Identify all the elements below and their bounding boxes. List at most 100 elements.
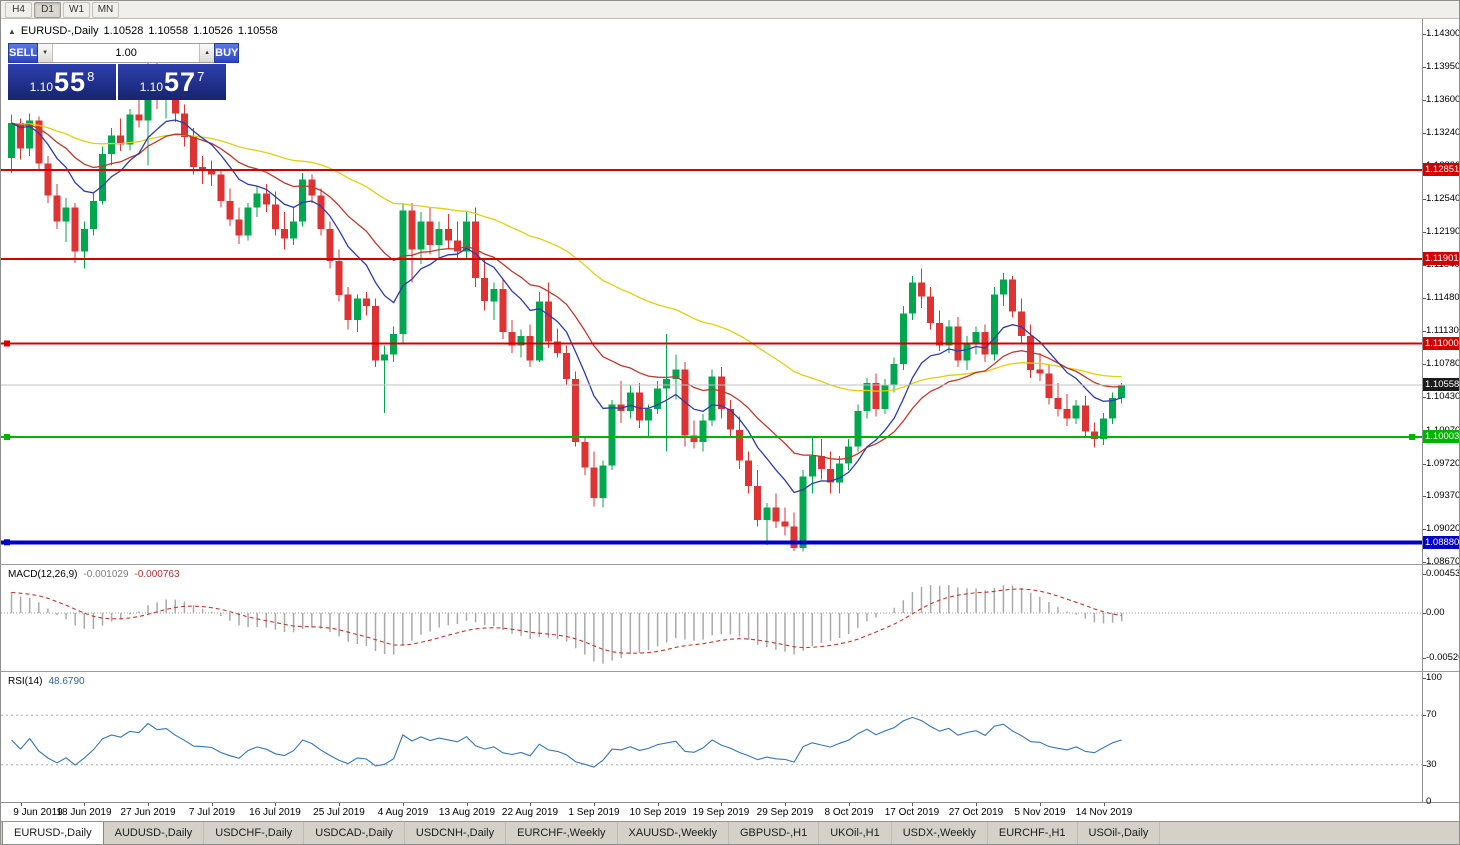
buy-price-prefix: 1.10 <box>139 79 164 94</box>
trade-panel-collapse-icon[interactable]: ▲ <box>8 26 16 36</box>
date-axis-tick <box>976 803 977 806</box>
chart-tab-eurchf-h1[interactable]: EURCHF-,H1 <box>988 822 1078 844</box>
chart-tab-usdchf-daily[interactable]: USDCHF-,Daily <box>204 822 305 844</box>
chart-tab-ukoil-h1[interactable]: UKOil-,H1 <box>819 822 892 844</box>
macd-main-value: -0.001029 <box>83 569 129 580</box>
date-axis-label: 5 Nov 2019 <box>1014 807 1066 818</box>
date-axis-tick <box>148 803 149 806</box>
price-axis-label: 1.11130 <box>1426 325 1459 336</box>
date-axis-tick <box>21 803 22 806</box>
chart-symbol-label: EURUSD-,Daily <box>20 25 99 37</box>
support-green-left-handle[interactable] <box>4 433 10 440</box>
resistance-3-left-handle[interactable] <box>4 340 10 347</box>
price-axis-label: 1.10780 <box>1426 358 1460 369</box>
price-axis-tick <box>1423 67 1426 68</box>
ohlc-high-value: 1.10558 <box>148 25 189 37</box>
chart-tab-audusd-daily[interactable]: AUDUSD-,Daily <box>104 822 205 844</box>
price-axis-tick <box>1423 265 1426 266</box>
buy-button[interactable]: BUY <box>214 43 240 63</box>
date-axis-label: 18 Jun 2019 <box>56 807 112 818</box>
resistance-1-price-tag[interactable]: 1.12851 <box>1423 163 1459 176</box>
volume-input[interactable] <box>53 44 200 62</box>
date-axis-tick <box>212 803 213 806</box>
date-axis-label: 13 Aug 2019 <box>438 807 496 818</box>
date-axis-tick <box>339 803 340 806</box>
timeframe-button-h4[interactable]: H4 <box>5 1 32 18</box>
current-price-tag[interactable]: 1.10558 <box>1423 378 1459 391</box>
rsi-line <box>11 716 1122 768</box>
price-axis-label: 1.08670 <box>1426 556 1460 567</box>
price-axis-tick <box>1423 232 1426 233</box>
price-axis-tick <box>1423 562 1426 563</box>
macd-indicator-canvas[interactable] <box>1 565 1422 671</box>
date-axis-tick <box>1104 803 1105 806</box>
support-green-price-tag[interactable]: 1.10003 <box>1423 430 1459 443</box>
volume-spinner: ▼ ▲ <box>38 43 215 63</box>
chart-tab-usdx-weekly[interactable]: USDX-,Weekly <box>892 822 988 844</box>
price-axis-label: 1.09020 <box>1426 523 1460 534</box>
macd-axis-label: 0.004536 <box>1426 568 1460 579</box>
rsi-title-text: RSI(14) <box>8 676 43 687</box>
timeframe-button-w1[interactable]: W1 <box>63 1 90 18</box>
chart-tab-eurusd-daily[interactable]: EURUSD-,Daily <box>2 822 104 844</box>
price-axis-label: 1.09370 <box>1426 490 1460 501</box>
date-axis-tick <box>275 803 276 806</box>
rsi-panel-divider[interactable] <box>1 671 1459 672</box>
price-axis-label: 1.11480 <box>1426 292 1460 303</box>
sell-price-big: 55 <box>54 66 87 97</box>
chart-tab-eurchf-weekly[interactable]: EURCHF-,Weekly <box>506 822 618 844</box>
volume-decrease-button[interactable]: ▼ <box>38 44 54 62</box>
price-axis-label: 1.10430 <box>1426 391 1460 402</box>
price-axis-label: 1.12190 <box>1426 226 1460 237</box>
timeframe-button-d1[interactable]: D1 <box>34 1 61 18</box>
date-axis[interactable]: 9 Jun 2019 18 Jun 2019 27 Jun 2019 7 Jul 20… <box>1 802 1459 821</box>
chart-tab-usoil-daily[interactable]: USOil-,Daily <box>1078 822 1161 844</box>
sell-button[interactable]: SELL <box>8 43 39 63</box>
resistance-2-price-tag[interactable]: 1.11901 <box>1423 252 1459 265</box>
support-blue-price-tag[interactable]: 1.08880 <box>1423 536 1459 549</box>
date-axis-tick <box>721 803 722 806</box>
chart-tab-usdcad-daily[interactable]: USDCAD-,Daily <box>304 822 405 844</box>
timeframe-toolbar: H4 D1 W1 MN <box>1 1 1459 19</box>
sell-price-display[interactable]: 1.10 55 8 <box>8 64 116 100</box>
support-green-right-handle[interactable] <box>1409 433 1415 440</box>
volume-increase-button[interactable]: ▲ <box>199 44 215 62</box>
chart-tab-usdcnh-daily[interactable]: USDCNH-,Daily <box>405 822 507 844</box>
sell-price-prefix: 1.10 <box>29 79 54 94</box>
price-axis-label: 1.09720 <box>1426 458 1460 469</box>
price-axis-tick <box>1423 298 1426 299</box>
buy-price-sup: 7 <box>197 69 205 84</box>
chart-stack: 1.143001.139501.136001.132401.128901.125… <box>1 19 1460 807</box>
down-candle-bodies <box>17 66 1098 549</box>
buy-price-display[interactable]: 1.10 57 7 <box>118 64 226 100</box>
date-axis-tick <box>594 803 595 806</box>
ohlc-open-value: 1.10528 <box>103 25 144 37</box>
up-candle-wicks <box>11 62 1123 552</box>
resistance-3-price-tag[interactable]: 1.11000 <box>1423 337 1459 350</box>
price-axis[interactable]: 1.143001.139501.136001.132401.128901.125… <box>1422 19 1460 807</box>
date-axis-tick <box>849 803 850 806</box>
date-axis-label: 27 Oct 2019 <box>948 807 1004 818</box>
date-axis-label: 10 Sep 2019 <box>629 807 687 818</box>
timeframe-button-mn[interactable]: MN <box>92 1 119 18</box>
price-axis-tick <box>1423 100 1426 101</box>
rsi-value: 48.6790 <box>48 676 85 687</box>
price-axis-tick <box>1423 331 1426 332</box>
date-axis-tick <box>912 803 913 806</box>
chart-tab-gbpusd-h1[interactable]: GBPUSD-,H1 <box>729 822 820 844</box>
chart-ohlc-title: ▲ EURUSD-,Daily 1.10528 1.10558 1.10526 … <box>8 25 278 37</box>
date-axis-label: 14 Nov 2019 <box>1075 807 1133 818</box>
chart-tab-xauusd-weekly[interactable]: XAUUSD-,Weekly <box>618 822 729 844</box>
price-chart-canvas[interactable] <box>1 19 1422 565</box>
price-axis-tick <box>1423 464 1426 465</box>
price-axis-tick <box>1423 397 1426 398</box>
macd-axis-label: 0.00 <box>1426 607 1445 618</box>
date-axis-label: 17 Oct 2019 <box>884 807 940 818</box>
macd-axis-tick <box>1423 574 1426 575</box>
date-axis-tick <box>1040 803 1041 806</box>
support-blue-left-handle[interactable] <box>4 539 10 546</box>
date-axis-tick <box>530 803 531 806</box>
rsi-indicator-canvas[interactable] <box>1 672 1422 802</box>
macd-panel-divider[interactable] <box>1 564 1459 565</box>
